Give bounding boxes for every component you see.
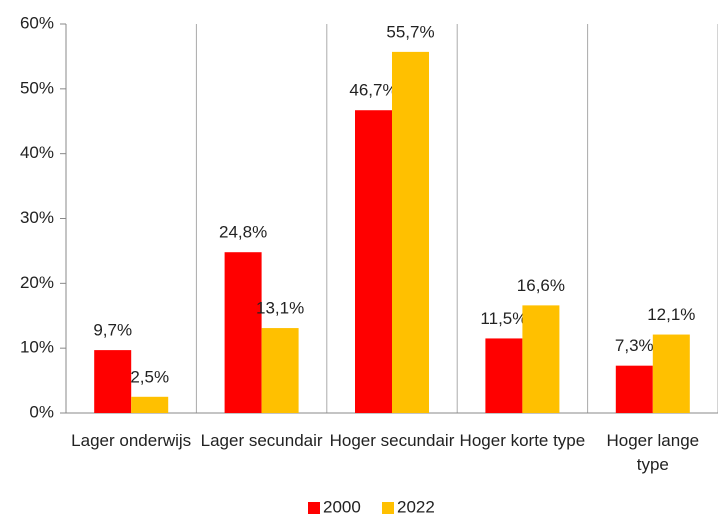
bar	[224, 252, 262, 413]
bar	[485, 338, 523, 413]
data-label: 9,7%	[93, 321, 132, 340]
x-tick-label: Lager secundair	[200, 431, 323, 450]
data-label: 12,1%	[647, 305, 695, 324]
x-tick-label: Hoger lange type	[606, 431, 700, 474]
y-tick-label: 50%	[20, 78, 54, 97]
x-tick-label: Lager onderwijs	[71, 431, 192, 450]
bar	[652, 334, 690, 413]
bar	[522, 305, 560, 413]
x-tick-label: Hoger korte type	[459, 431, 586, 450]
y-tick-label: 30%	[20, 208, 54, 227]
y-tick-label: 0%	[29, 402, 54, 421]
legend-swatch	[308, 502, 320, 514]
legend-swatch	[382, 502, 394, 514]
bar	[94, 350, 132, 413]
x-tick-label: Hoger secundair	[329, 431, 455, 450]
y-tick-label: 20%	[20, 273, 54, 292]
data-label: 46,7%	[349, 81, 397, 100]
bar	[615, 365, 653, 413]
legend-label: 2000	[323, 497, 361, 516]
y-tick-label: 60%	[20, 13, 54, 32]
data-label: 11,5%	[480, 309, 527, 328]
y-tick-label: 10%	[20, 338, 54, 357]
data-label: 24,8%	[219, 223, 267, 242]
data-label: 2,5%	[130, 367, 169, 386]
data-label: 16,6%	[517, 276, 565, 295]
data-label: 55,7%	[386, 22, 434, 41]
y-tick-label: 40%	[20, 143, 54, 162]
bar	[261, 328, 299, 413]
bar	[392, 51, 429, 414]
legend-label: 2022	[397, 497, 435, 516]
data-label: 7,3%	[615, 336, 654, 355]
bar	[355, 110, 392, 413]
bar	[131, 396, 169, 413]
data-label: 13,1%	[256, 299, 304, 318]
